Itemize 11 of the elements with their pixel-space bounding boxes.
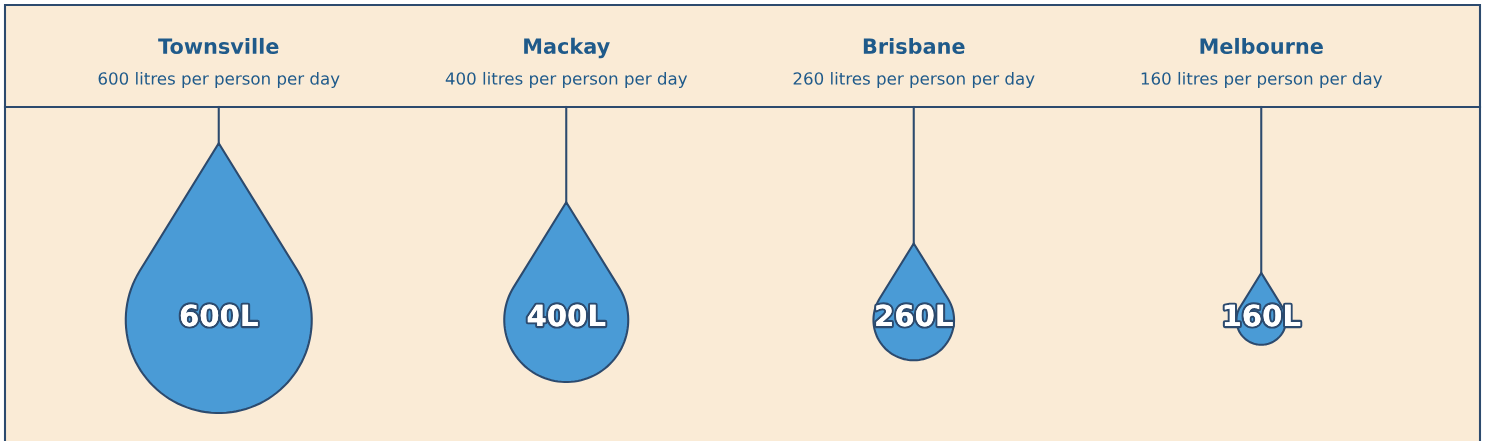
category-label: Melbourne <box>1200 37 1323 55</box>
text: 600 litres per person per day <box>98 71 340 89</box>
data-label: 260L <box>876 304 953 327</box>
category-label: Townsville <box>158 37 279 55</box>
data-label: 400L <box>527 304 606 327</box>
text: 160 litres per person per day <box>1141 71 1383 89</box>
text: 400 litres per person per day <box>445 71 688 89</box>
category-label: Mackay <box>524 37 610 59</box>
text: 260 litres per person per day <box>793 71 1035 89</box>
data-label: 600L <box>180 304 258 327</box>
category-label: Brisbane <box>863 37 965 55</box>
